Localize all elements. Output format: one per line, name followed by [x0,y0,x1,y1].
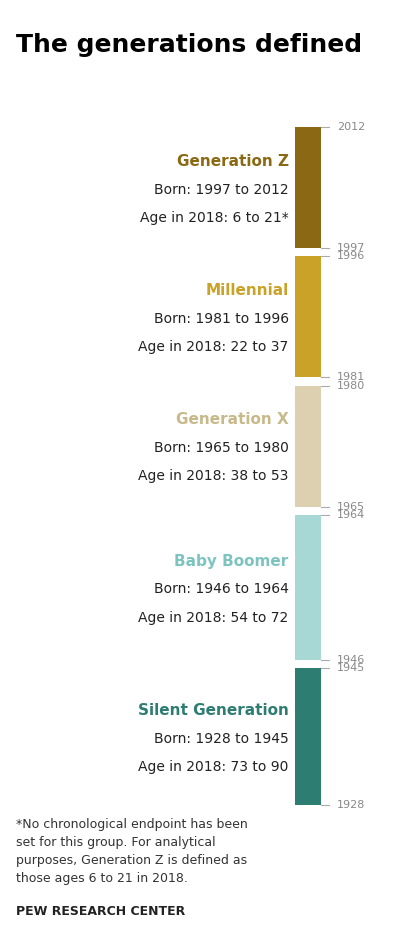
Text: Baby Boomer: Baby Boomer [174,554,289,569]
Text: Age in 2018: 73 to 90: Age in 2018: 73 to 90 [138,760,289,774]
Text: Born: 1997 to 2012: Born: 1997 to 2012 [154,183,289,197]
Bar [295,514,321,660]
Text: Millennial: Millennial [205,283,289,298]
Text: 1981: 1981 [337,372,365,382]
Bar [295,256,321,378]
Text: 2012: 2012 [337,122,365,132]
Bar [295,385,321,507]
Text: *No chronological endpoint has been
set for this group. For analytical
purposes,: *No chronological endpoint has been set … [16,818,248,885]
Text: 1945: 1945 [337,663,365,674]
Text: Born: 1965 to 1980: Born: 1965 to 1980 [154,441,289,455]
Bar [295,668,321,805]
Text: 1965: 1965 [337,502,365,512]
Text: Age in 2018: 38 to 53: Age in 2018: 38 to 53 [138,469,289,483]
Text: Age in 2018: 54 to 72: Age in 2018: 54 to 72 [138,610,289,625]
Text: 1980: 1980 [337,381,365,391]
Text: Silent Generation: Silent Generation [138,703,289,718]
Text: Generation X: Generation X [176,413,289,428]
Text: 1964: 1964 [337,510,365,520]
Bar [295,127,321,249]
Text: The generations defined: The generations defined [16,33,362,57]
Text: 1946: 1946 [337,655,365,665]
Text: Born: 1981 to 1996: Born: 1981 to 1996 [154,312,289,326]
Text: 1997: 1997 [337,243,365,253]
Text: Born: 1928 to 1945: Born: 1928 to 1945 [154,732,289,746]
Text: Generation Z: Generation Z [177,154,289,169]
Text: Born: 1946 to 1964: Born: 1946 to 1964 [154,582,289,596]
Text: 1996: 1996 [337,252,365,261]
Text: Age in 2018: 6 to 21*: Age in 2018: 6 to 21* [140,211,289,225]
Text: 1928: 1928 [337,801,365,810]
Text: Age in 2018: 22 to 37: Age in 2018: 22 to 37 [138,340,289,354]
Text: PEW RESEARCH CENTER: PEW RESEARCH CENTER [16,905,185,918]
